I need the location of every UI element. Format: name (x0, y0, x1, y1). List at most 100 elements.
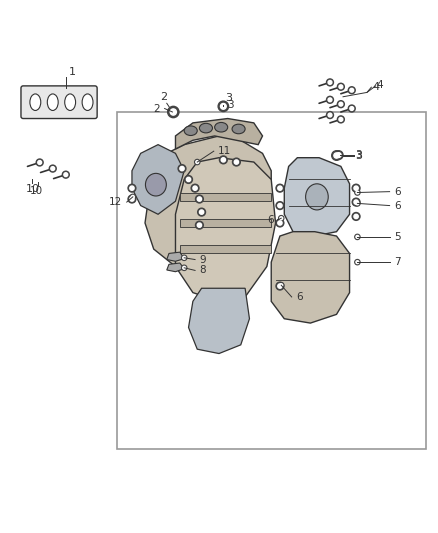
Circle shape (128, 184, 136, 192)
Ellipse shape (47, 94, 58, 110)
Circle shape (220, 104, 226, 109)
Text: 3: 3 (355, 150, 362, 160)
Polygon shape (271, 232, 350, 323)
Circle shape (348, 87, 355, 94)
Polygon shape (188, 288, 250, 353)
Circle shape (198, 208, 205, 216)
Text: 3: 3 (227, 100, 234, 110)
Circle shape (194, 159, 200, 165)
Circle shape (128, 195, 136, 203)
Polygon shape (167, 263, 184, 272)
Circle shape (278, 284, 282, 288)
Circle shape (183, 256, 186, 259)
Text: 6: 6 (394, 187, 401, 197)
Ellipse shape (145, 173, 166, 196)
Circle shape (276, 282, 284, 290)
Ellipse shape (306, 184, 328, 210)
FancyBboxPatch shape (21, 86, 97, 118)
Circle shape (356, 202, 359, 205)
Text: 2: 2 (160, 92, 167, 102)
Circle shape (278, 221, 282, 225)
Text: 9: 9 (199, 255, 206, 264)
Circle shape (64, 173, 68, 176)
Circle shape (350, 107, 353, 110)
Circle shape (350, 88, 353, 92)
Circle shape (197, 197, 201, 201)
Polygon shape (132, 144, 184, 214)
Circle shape (334, 151, 343, 159)
Circle shape (196, 160, 199, 164)
Circle shape (326, 79, 333, 86)
Circle shape (326, 111, 333, 118)
Circle shape (352, 184, 360, 192)
Circle shape (51, 167, 55, 171)
Polygon shape (180, 245, 271, 254)
Text: 4: 4 (372, 82, 379, 92)
Circle shape (348, 105, 355, 112)
Text: 4: 4 (377, 80, 383, 91)
Text: 2: 2 (154, 103, 160, 114)
Circle shape (130, 194, 135, 199)
Circle shape (171, 110, 174, 114)
Text: 12: 12 (109, 197, 122, 207)
Circle shape (355, 235, 360, 239)
Circle shape (279, 282, 284, 288)
Text: 6: 6 (394, 200, 401, 211)
Circle shape (355, 201, 360, 206)
Circle shape (337, 83, 344, 90)
Text: 5: 5 (394, 232, 401, 242)
Circle shape (220, 103, 226, 109)
Circle shape (168, 107, 179, 118)
Text: 8: 8 (199, 265, 206, 276)
Circle shape (326, 96, 333, 103)
Circle shape (131, 196, 134, 198)
Circle shape (195, 221, 203, 229)
Circle shape (278, 186, 282, 190)
Circle shape (280, 217, 283, 220)
Text: 1: 1 (68, 67, 75, 77)
Ellipse shape (199, 123, 212, 133)
Circle shape (339, 102, 343, 106)
Circle shape (49, 165, 56, 172)
Circle shape (185, 175, 192, 183)
Polygon shape (176, 158, 276, 301)
Circle shape (197, 223, 201, 227)
Ellipse shape (184, 126, 197, 135)
Polygon shape (180, 192, 271, 201)
Circle shape (187, 177, 191, 182)
Text: 7: 7 (394, 257, 401, 267)
Circle shape (276, 219, 284, 227)
Ellipse shape (30, 94, 41, 110)
Text: 6: 6 (267, 215, 273, 225)
Circle shape (339, 85, 343, 88)
Text: 10: 10 (26, 184, 40, 194)
Circle shape (339, 117, 343, 122)
Circle shape (130, 197, 134, 201)
Polygon shape (145, 136, 271, 271)
Circle shape (354, 186, 358, 190)
Circle shape (356, 236, 359, 238)
Text: 10: 10 (30, 186, 43, 196)
Circle shape (234, 160, 239, 164)
Polygon shape (176, 118, 262, 149)
Circle shape (170, 109, 175, 115)
Circle shape (182, 265, 187, 270)
Circle shape (328, 80, 332, 84)
Circle shape (276, 201, 284, 209)
Circle shape (332, 151, 341, 160)
Circle shape (218, 101, 229, 111)
Circle shape (221, 158, 226, 162)
Text: 3: 3 (355, 150, 362, 160)
Circle shape (354, 214, 358, 219)
Ellipse shape (82, 94, 93, 110)
Circle shape (328, 98, 332, 102)
Circle shape (279, 215, 284, 221)
Circle shape (334, 153, 339, 158)
Circle shape (219, 156, 227, 164)
Circle shape (352, 213, 360, 220)
Ellipse shape (215, 123, 228, 132)
Polygon shape (167, 252, 184, 261)
Ellipse shape (232, 124, 245, 134)
Circle shape (352, 198, 360, 206)
Polygon shape (180, 219, 271, 228)
